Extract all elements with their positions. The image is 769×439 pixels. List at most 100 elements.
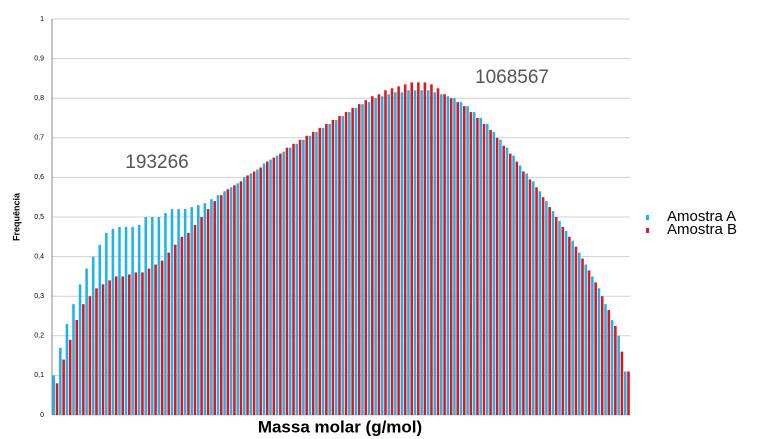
bar bbox=[134, 272, 138, 415]
y-tick-label: 0 bbox=[40, 412, 44, 419]
bar bbox=[98, 244, 102, 415]
bar bbox=[177, 209, 180, 415]
annotation: 1068567 bbox=[475, 67, 549, 88]
bar bbox=[72, 304, 75, 415]
bar bbox=[499, 139, 502, 415]
legend-label: Amostra A bbox=[667, 208, 736, 225]
bar bbox=[239, 181, 243, 415]
bar bbox=[443, 94, 446, 416]
bar bbox=[623, 371, 627, 415]
y-tick-label: 0,9 bbox=[34, 55, 44, 62]
bar bbox=[367, 102, 371, 415]
bar bbox=[463, 106, 466, 416]
bar bbox=[131, 226, 134, 415]
bar bbox=[78, 284, 82, 415]
bar bbox=[298, 139, 302, 415]
bar bbox=[288, 147, 292, 415]
bar bbox=[610, 319, 614, 415]
bar bbox=[528, 179, 532, 415]
bar bbox=[334, 119, 338, 415]
bar bbox=[380, 96, 384, 415]
bar bbox=[558, 220, 561, 415]
bar bbox=[505, 147, 509, 415]
bar bbox=[531, 181, 535, 415]
bar bbox=[236, 183, 239, 415]
bar bbox=[331, 119, 335, 415]
y-tick-label: 0,8 bbox=[34, 95, 44, 102]
bar bbox=[210, 199, 213, 415]
bar bbox=[141, 272, 144, 415]
bar bbox=[174, 244, 177, 415]
bar bbox=[581, 258, 584, 415]
bar bbox=[407, 90, 410, 415]
bar bbox=[282, 151, 285, 415]
bar bbox=[453, 98, 456, 415]
bar bbox=[206, 209, 210, 415]
bar bbox=[561, 226, 565, 415]
bar bbox=[495, 137, 499, 416]
bar bbox=[508, 153, 512, 415]
bar bbox=[604, 304, 607, 415]
bar bbox=[479, 118, 482, 415]
bar bbox=[197, 205, 200, 415]
y-axis-label: Frequência bbox=[11, 192, 21, 241]
annotation: 193266 bbox=[125, 152, 188, 173]
bar bbox=[256, 169, 259, 415]
bar bbox=[384, 90, 387, 415]
bar bbox=[262, 163, 266, 415]
bar bbox=[538, 191, 542, 415]
bar bbox=[305, 135, 308, 415]
bar bbox=[308, 135, 312, 415]
bar bbox=[617, 335, 620, 415]
bar bbox=[341, 116, 345, 416]
bar bbox=[554, 217, 558, 415]
bar bbox=[101, 284, 105, 415]
bar bbox=[183, 209, 187, 415]
bar bbox=[302, 139, 305, 415]
bar bbox=[607, 310, 611, 415]
y-tick-label: 0,5 bbox=[34, 214, 44, 221]
bar bbox=[160, 260, 164, 415]
y-tick-label: 0,7 bbox=[34, 135, 44, 142]
bar bbox=[344, 112, 348, 415]
bar bbox=[459, 102, 463, 415]
bar bbox=[351, 108, 354, 415]
bar bbox=[315, 131, 318, 416]
y-tick-label: 0,2 bbox=[34, 333, 44, 340]
bar bbox=[62, 359, 65, 415]
legend-swatch bbox=[646, 215, 649, 220]
bar bbox=[203, 203, 207, 415]
bar bbox=[466, 106, 469, 416]
bar bbox=[190, 207, 193, 415]
bar bbox=[548, 207, 551, 415]
bar bbox=[433, 92, 437, 415]
bar bbox=[154, 264, 157, 415]
bar bbox=[591, 276, 594, 415]
bar bbox=[410, 82, 414, 416]
bar bbox=[325, 123, 328, 415]
bar bbox=[512, 155, 515, 415]
bar bbox=[387, 94, 391, 416]
y-tick-label: 0,1 bbox=[34, 372, 44, 379]
bar bbox=[446, 96, 450, 415]
bar bbox=[541, 197, 545, 415]
bar bbox=[430, 84, 433, 415]
bar bbox=[328, 123, 331, 415]
bar bbox=[489, 129, 492, 415]
bar bbox=[265, 161, 269, 415]
bar bbox=[269, 159, 272, 415]
bar bbox=[515, 161, 519, 415]
bar bbox=[361, 104, 364, 415]
bar bbox=[187, 232, 190, 415]
bar bbox=[219, 195, 223, 415]
bar bbox=[525, 173, 528, 415]
bar bbox=[229, 187, 233, 415]
bar bbox=[492, 131, 496, 416]
bar bbox=[374, 98, 377, 415]
bar bbox=[403, 84, 407, 415]
bar bbox=[417, 82, 420, 416]
bar bbox=[124, 226, 128, 415]
bar bbox=[213, 201, 216, 415]
bar bbox=[121, 276, 125, 415]
